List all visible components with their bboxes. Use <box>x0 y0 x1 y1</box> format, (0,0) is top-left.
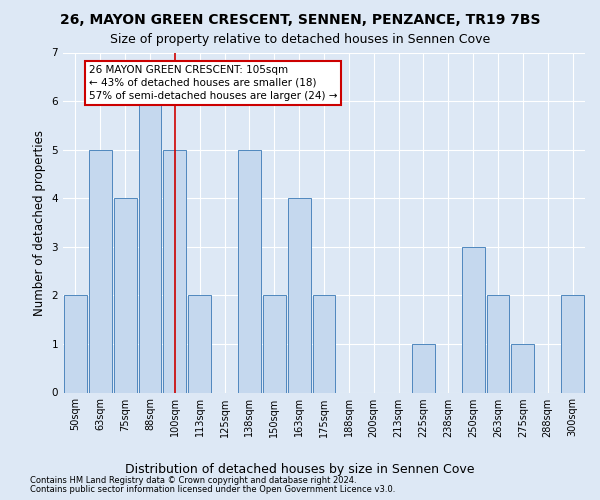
Bar <box>288 198 311 392</box>
Text: 26 MAYON GREEN CRESCENT: 105sqm
← 43% of detached houses are smaller (18)
57% of: 26 MAYON GREEN CRESCENT: 105sqm ← 43% of… <box>89 64 338 101</box>
Bar <box>64 296 87 392</box>
Bar <box>89 150 112 392</box>
Bar <box>511 344 534 393</box>
Bar <box>487 296 509 392</box>
Bar <box>114 198 137 392</box>
Text: Size of property relative to detached houses in Sennen Cove: Size of property relative to detached ho… <box>110 32 490 46</box>
Bar <box>313 296 335 392</box>
Y-axis label: Number of detached properties: Number of detached properties <box>33 130 46 316</box>
Bar <box>462 247 485 392</box>
Text: Contains HM Land Registry data © Crown copyright and database right 2024.: Contains HM Land Registry data © Crown c… <box>30 476 356 485</box>
Text: 26, MAYON GREEN CRESCENT, SENNEN, PENZANCE, TR19 7BS: 26, MAYON GREEN CRESCENT, SENNEN, PENZAN… <box>60 12 540 26</box>
Bar <box>163 150 186 392</box>
Bar <box>263 296 286 392</box>
Text: Distribution of detached houses by size in Sennen Cove: Distribution of detached houses by size … <box>125 462 475 475</box>
Bar <box>188 296 211 392</box>
Bar <box>139 101 161 392</box>
Bar <box>238 150 261 392</box>
Text: Contains public sector information licensed under the Open Government Licence v3: Contains public sector information licen… <box>30 485 395 494</box>
Bar <box>412 344 435 393</box>
Bar <box>561 296 584 392</box>
